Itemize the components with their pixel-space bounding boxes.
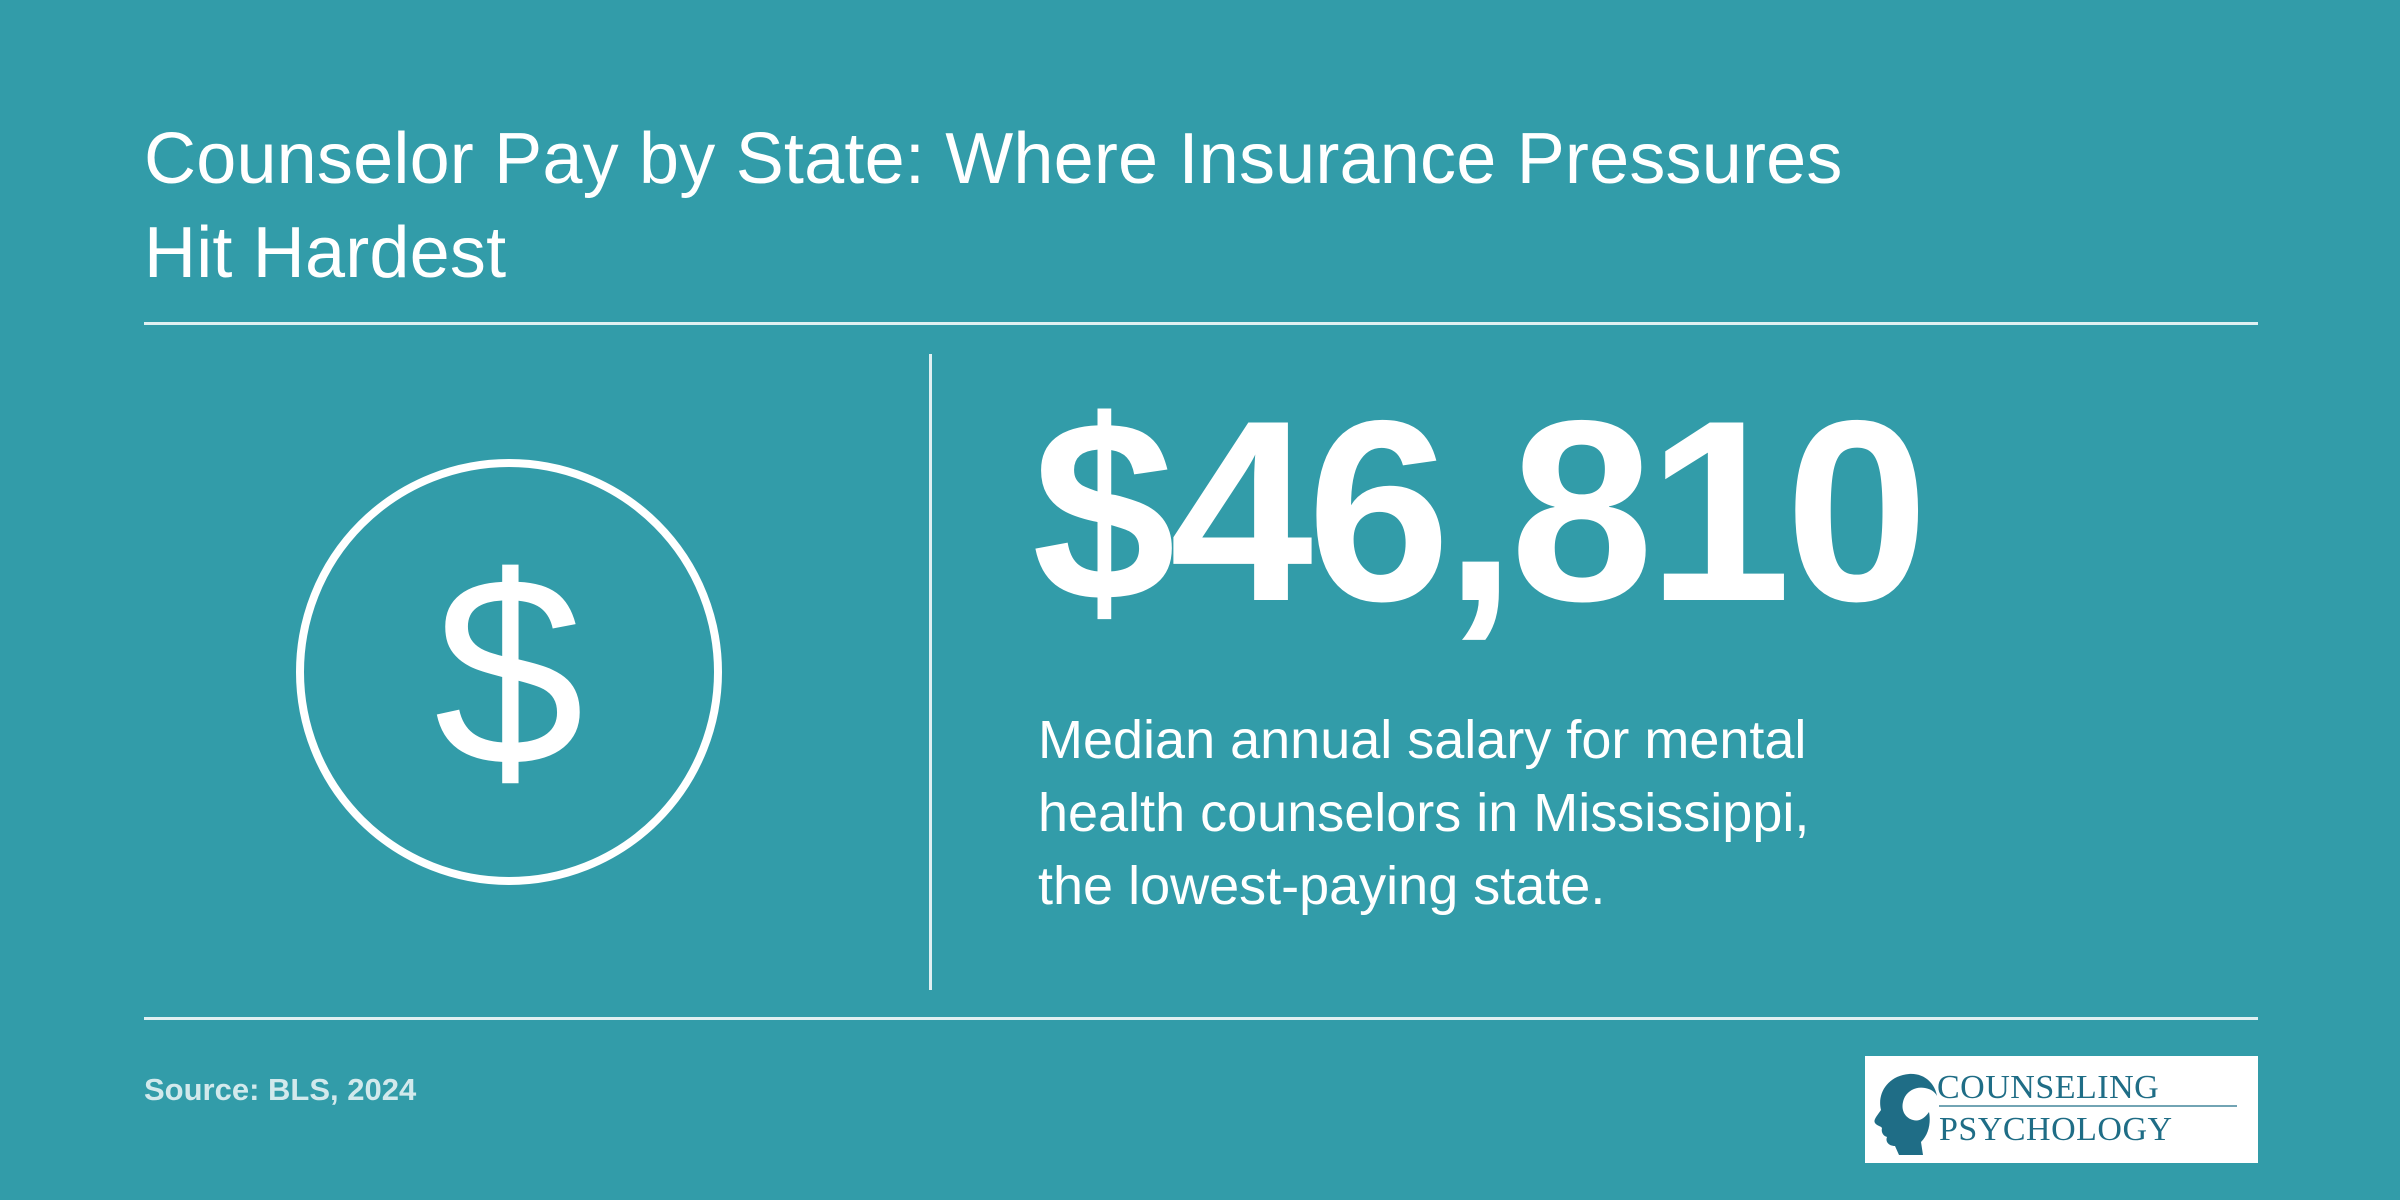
stat-description: Median annual salary for mental health c… <box>1038 704 1938 923</box>
page-title: Counselor Pay by State: Where Insurance … <box>144 112 2144 300</box>
title-line-1: Counselor Pay by State: Where Insurance … <box>144 119 1843 199</box>
bottom-divider <box>144 1017 2258 1020</box>
counseling-psychology-logo: COUNSELING PSYCHOLOGY <box>1865 1056 2258 1163</box>
description-line-2: health counselors in Mississippi, <box>1038 783 1810 843</box>
head-profile-icon <box>1874 1073 1937 1155</box>
title-line-2: Hit Hardest <box>144 213 507 293</box>
source-citation: Source: BLS, 2024 <box>144 1072 417 1107</box>
dollar-glyph: $ <box>434 522 584 823</box>
description-line-3: the lowest-paying state. <box>1038 856 1606 916</box>
logo-line-2: PSYCHOLOGY <box>1939 1111 2173 1148</box>
salary-stat: $46,810 <box>1032 366 1929 655</box>
description-line-1: Median annual salary for mental <box>1038 710 1807 770</box>
vertical-divider <box>929 354 932 990</box>
dollar-circle-icon: $ <box>293 456 725 888</box>
logo-line-1: COUNSELING <box>1937 1069 2159 1106</box>
top-divider <box>144 322 2258 325</box>
